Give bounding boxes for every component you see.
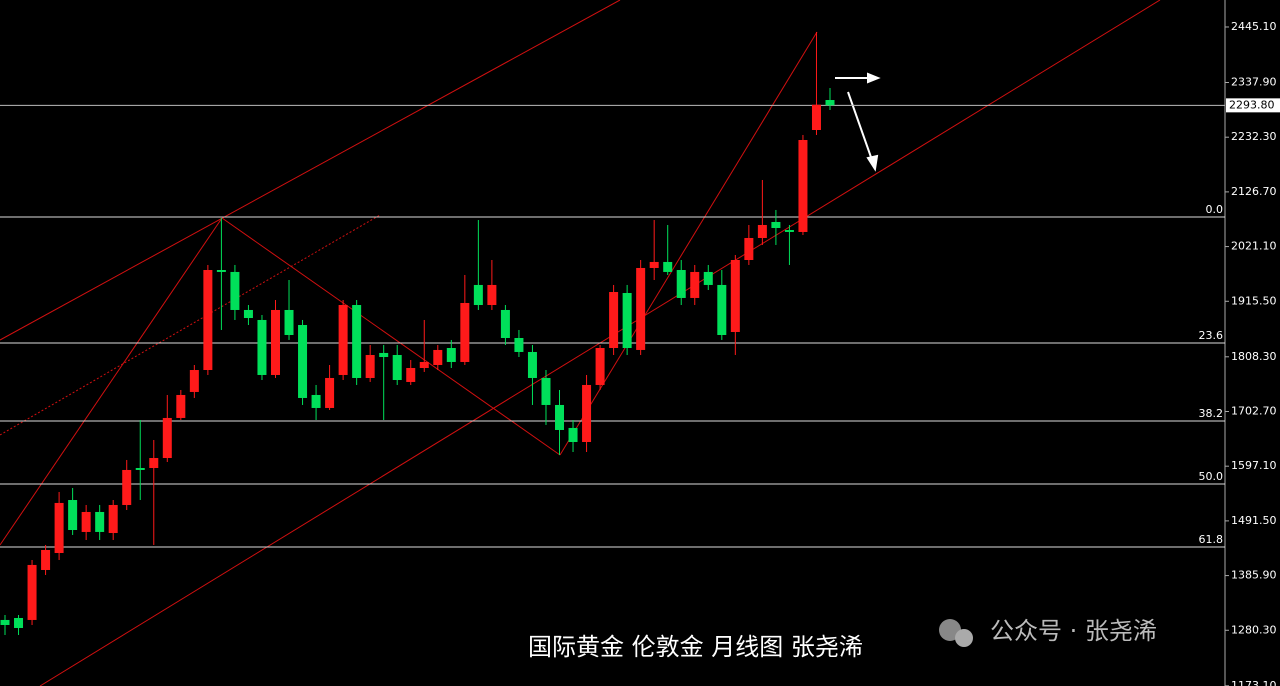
candle-body <box>365 354 375 378</box>
candle-body <box>379 352 389 358</box>
candle-body <box>108 504 118 534</box>
candle-body <box>0 619 10 625</box>
candle-body <box>690 271 700 298</box>
candle-body <box>68 500 78 530</box>
candle-body <box>649 261 659 268</box>
candle-body <box>676 269 686 298</box>
candle-body <box>487 284 497 306</box>
candle-body <box>555 404 565 430</box>
y-tick-label: 1808.30 <box>1231 350 1277 363</box>
candle-body <box>189 370 199 392</box>
y-tick-label: 2021.10 <box>1231 240 1277 253</box>
price-tag <box>1226 98 1280 113</box>
candle-body <box>176 394 186 418</box>
fib-label: 38.2 <box>1199 407 1224 420</box>
fib-label: 50.0 <box>1199 470 1224 483</box>
y-tick-label: 1915.50 <box>1231 294 1277 307</box>
candle-body <box>757 224 767 238</box>
fib-label: 23.6 <box>1199 329 1224 342</box>
watermark: 公众号 · 张尧浠 <box>990 617 1157 645</box>
arrows <box>835 72 881 172</box>
candle-body <box>243 309 253 319</box>
candle-body <box>14 617 24 628</box>
candle-body <box>95 511 105 532</box>
y-tick-label: 1280.30 <box>1231 623 1277 636</box>
candle-body <box>230 271 240 310</box>
candle-body <box>622 292 632 348</box>
candle-body <box>703 271 713 285</box>
y-tick-label: 1173.10 <box>1231 679 1277 686</box>
candle-body <box>27 564 37 620</box>
y-tick-label: 2232.30 <box>1231 130 1277 143</box>
candle-body <box>636 267 646 350</box>
y-tick-label: 1702.70 <box>1231 404 1277 417</box>
candle-body <box>771 221 781 228</box>
y-tick-label: 1385.90 <box>1231 569 1277 582</box>
candle-body <box>811 104 821 131</box>
candle-body <box>582 384 592 443</box>
candle-body <box>433 349 443 365</box>
chart-title: 国际黄金 伦敦金 月线图 张尧浠 <box>528 633 863 661</box>
y-tick-label: 2445.10 <box>1231 20 1277 33</box>
candle-body <box>744 237 754 261</box>
candle-body <box>825 100 835 106</box>
candle-body <box>609 292 619 348</box>
candle-body <box>595 347 605 385</box>
channel-line <box>0 0 621 341</box>
candle-body <box>284 309 294 335</box>
watermark-group: 公众号 · 张尧浠 <box>939 617 1157 647</box>
y-tick-label: 2337.90 <box>1231 76 1277 89</box>
trend-line <box>559 31 818 456</box>
candle-body <box>717 284 727 335</box>
candle-body <box>81 511 91 532</box>
candle-body <box>338 305 348 375</box>
arrow <box>847 91 873 161</box>
candle-body <box>135 468 145 470</box>
candle-body <box>500 309 510 339</box>
candle-body <box>541 377 551 405</box>
wechat-icon <box>955 629 973 647</box>
fib-label: 0.0 <box>1206 203 1224 216</box>
candle-body <box>527 351 537 378</box>
candle-body <box>162 417 172 459</box>
candle-body <box>460 302 470 362</box>
candle-body <box>257 319 267 375</box>
y-tick-label: 1597.10 <box>1231 459 1277 472</box>
candle-body <box>730 260 740 332</box>
y-tick-label: 2126.70 <box>1231 185 1277 198</box>
candle-body <box>325 377 335 408</box>
candle-body <box>149 458 159 469</box>
trend-line <box>221 217 561 456</box>
fib-label: 61.8 <box>1199 533 1224 546</box>
candle-body <box>784 230 794 232</box>
candle-body <box>568 427 578 443</box>
arrow-head <box>867 72 881 84</box>
candle-body <box>663 261 673 272</box>
candle-body <box>203 269 213 371</box>
trend-line <box>0 214 381 436</box>
candle-body <box>392 354 402 381</box>
candle-body <box>798 139 808 232</box>
candle-body <box>122 469 132 505</box>
arrow-head <box>866 154 879 172</box>
candle-body <box>473 284 483 306</box>
candle-body <box>406 367 416 382</box>
candle-body <box>41 549 51 570</box>
candle-body <box>419 361 429 368</box>
candle-body <box>216 269 226 272</box>
price-tag-label: 2293.80 <box>1229 98 1275 111</box>
y-tick-label: 1491.50 <box>1231 514 1277 527</box>
candle-body <box>54 502 64 553</box>
candle-body <box>446 347 456 362</box>
trend-line <box>0 217 223 546</box>
candle-body <box>311 394 321 408</box>
candle-body <box>270 309 280 375</box>
candle-body <box>514 338 524 352</box>
candle-body <box>298 325 308 398</box>
candle-body <box>352 305 362 378</box>
